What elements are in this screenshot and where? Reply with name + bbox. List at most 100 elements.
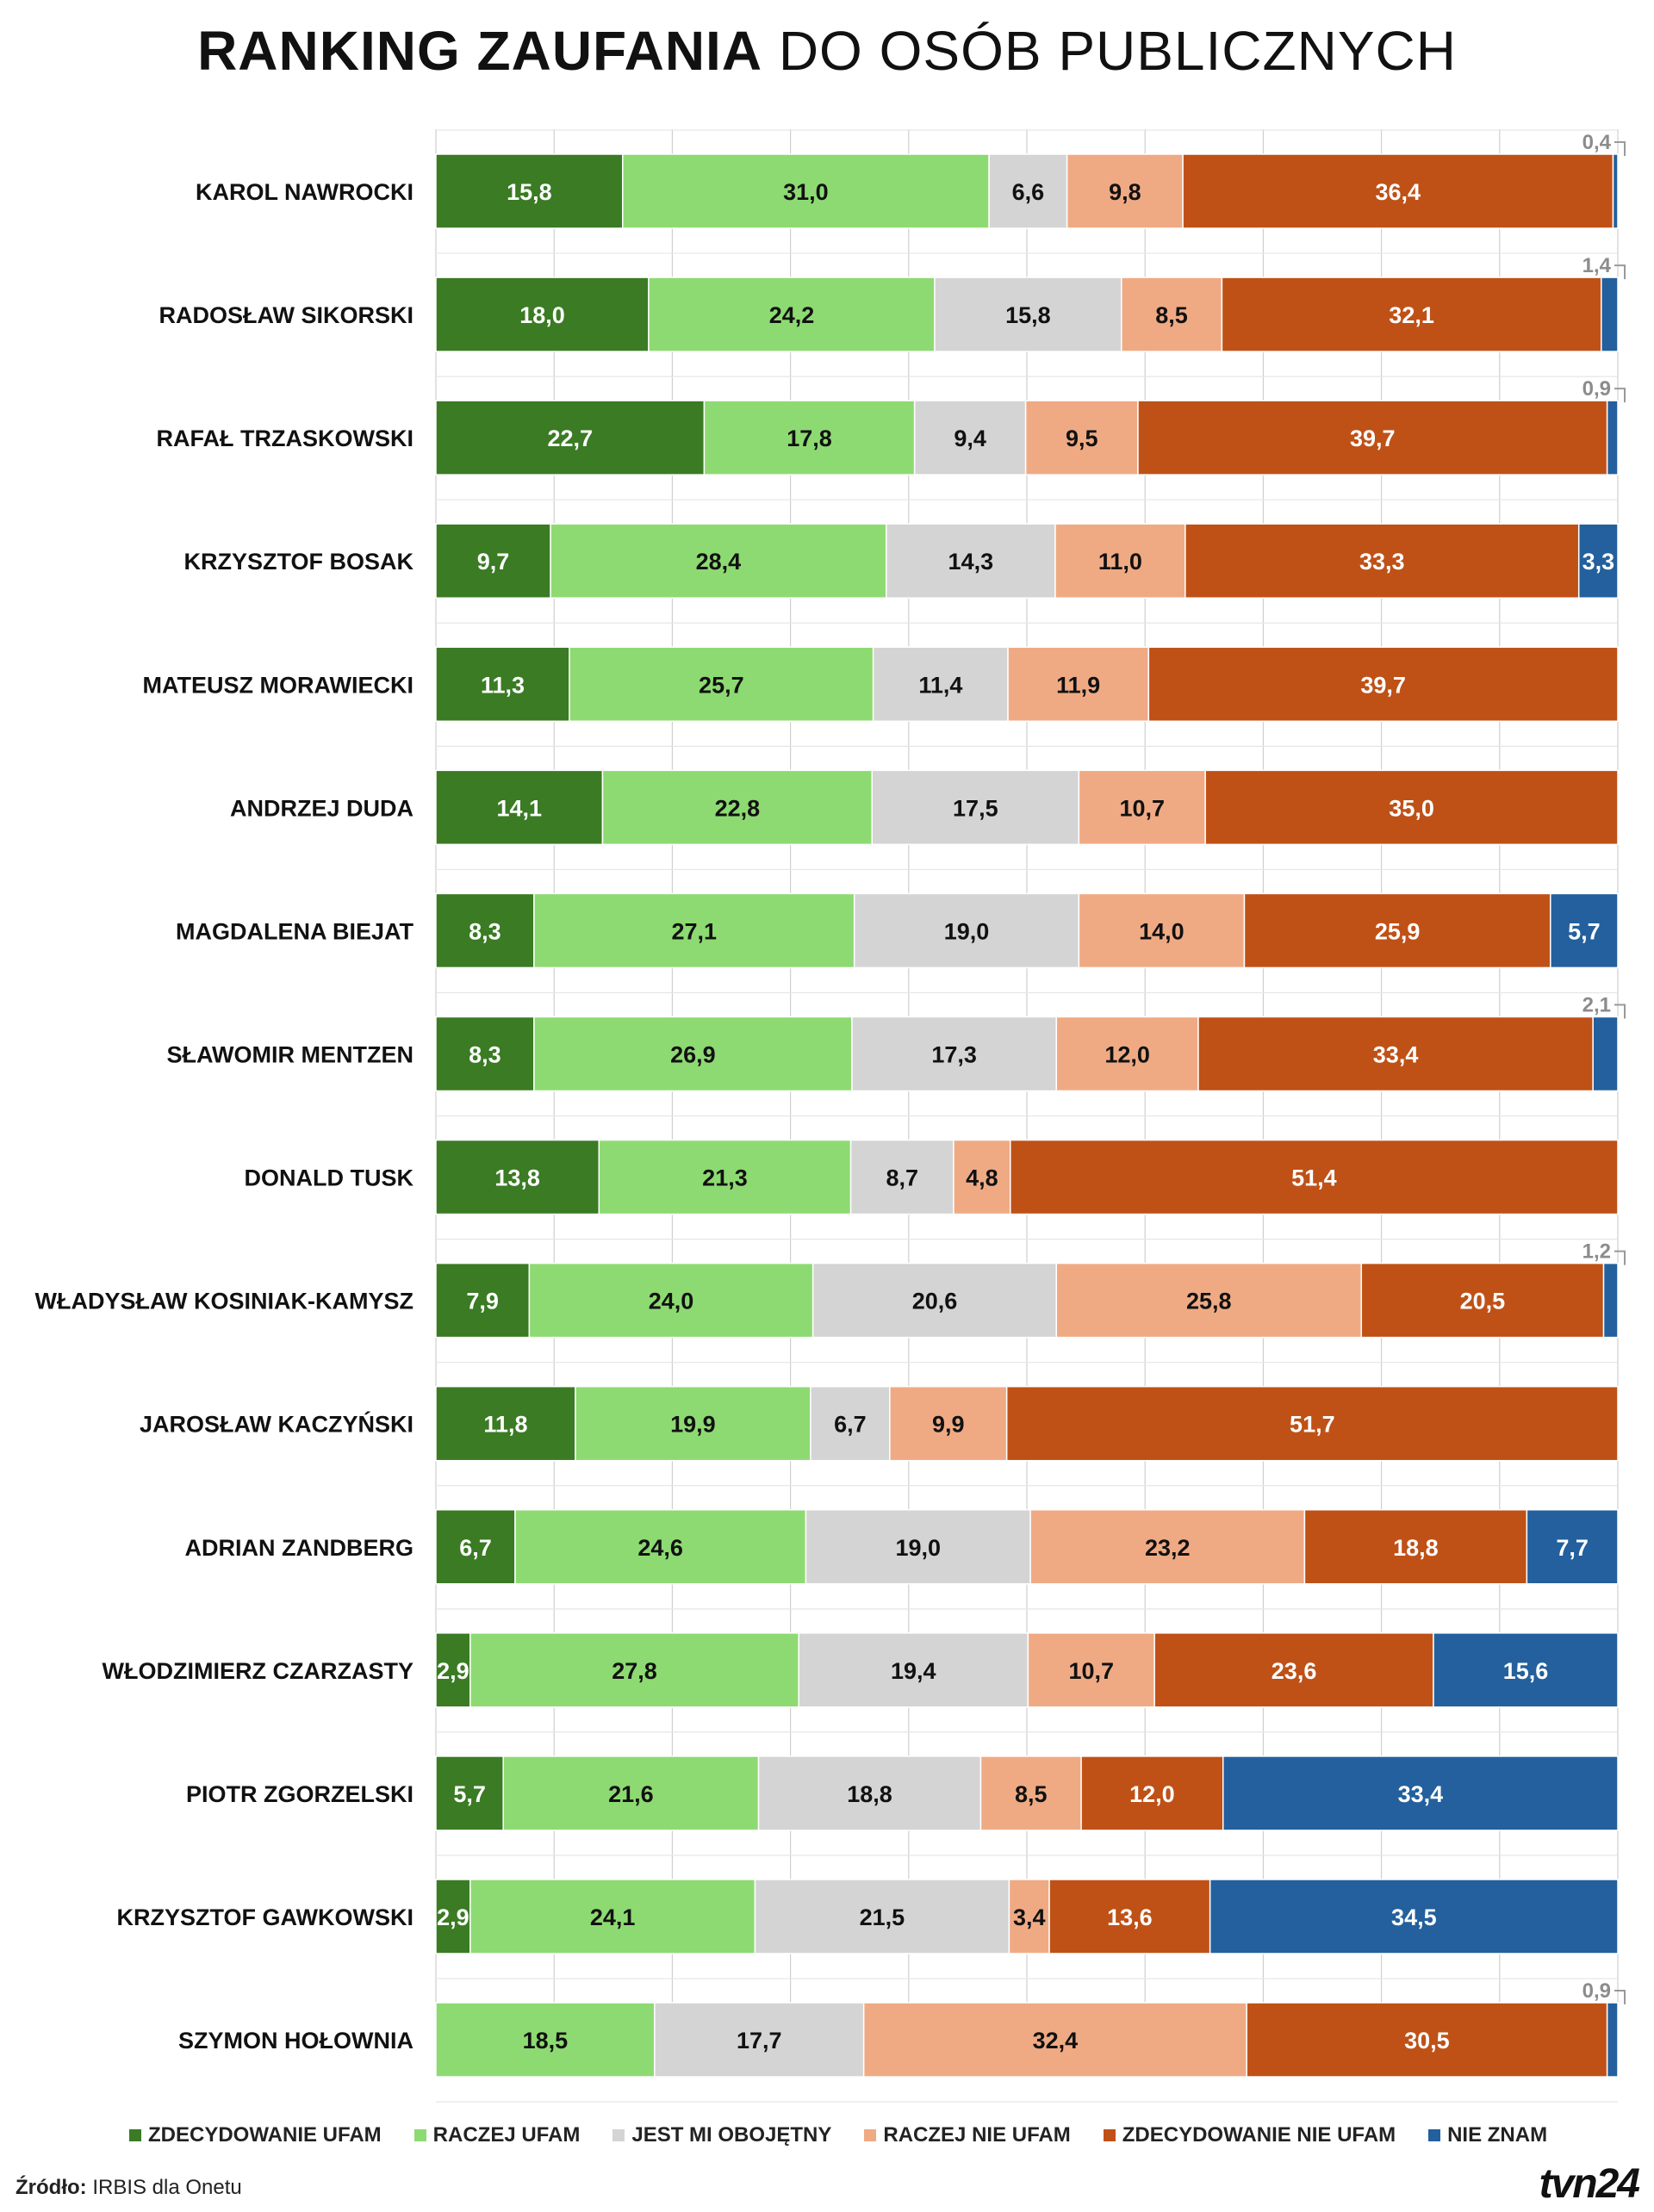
legend-label: RACZEJ UFAM (432, 2123, 581, 2147)
bar-segment (1592, 1016, 1619, 1092)
legend-label: RACZEJ NIE UFAM (883, 2123, 1071, 2147)
source-value: IRBIS dla Onetu (92, 2176, 242, 2199)
stacked-bar-chart: KAROL NAWROCKI 15,8 31,0 6,6 9,8 36,4 0,4 RADOS… (35, 129, 1626, 2103)
bar-segment (1153, 1632, 1434, 1708)
legend-item: ZDECYDOWANIE NIE UFAM (1103, 2123, 1396, 2147)
bar-segment (934, 276, 1122, 352)
bar-value-label: 18,8 (1393, 1535, 1439, 1561)
bar-segment (469, 1632, 799, 1708)
bar-segment (1078, 892, 1246, 969)
bar-value-label: 21,6 (608, 1781, 654, 1807)
bar-segment (1360, 1262, 1605, 1339)
callout-leader (1614, 264, 1626, 280)
bar-segment (435, 523, 551, 599)
bar-segment (1204, 769, 1619, 846)
bar-value-label: 26,9 (670, 1041, 716, 1067)
bar-segment (648, 276, 936, 352)
bar-value-label: 13,8 (494, 1165, 540, 1191)
row-label: SZYMON HOŁOWNIA (178, 2028, 414, 2054)
bar-value-label: 9,8 (1109, 179, 1141, 205)
legend-swatch (612, 2129, 625, 2141)
bar-segment (1246, 2002, 1608, 2078)
bar-segment (569, 646, 874, 723)
bar-value-label: 5,7 (453, 1781, 486, 1807)
bar-value-label: 22,7 (547, 426, 593, 451)
bar-segment (514, 1509, 807, 1585)
bar-segment (1606, 2002, 1619, 2078)
legend-item: ZDECYDOWANIE UFAM (129, 2123, 382, 2147)
row-label: JAROSŁAW KACZYŃSKI (140, 1411, 414, 1438)
bar-value-label: 17,3 (931, 1041, 977, 1067)
bar-segment (805, 1509, 1031, 1585)
bar-value-label: 23,2 (1145, 1535, 1191, 1561)
bar-segment (1027, 1632, 1155, 1708)
legend-item: RACZEJ UFAM (414, 2123, 581, 2147)
bar-segment (528, 1262, 814, 1339)
bar-value-label: 33,3 (1359, 549, 1405, 575)
bar-value-label: 9,7 (477, 549, 510, 575)
bar-segment (1221, 276, 1602, 352)
legend-item: NIE ZNAM (1428, 2123, 1547, 2147)
bar-segment (953, 1139, 1011, 1215)
bar-segment (435, 153, 624, 229)
bar-segment (988, 153, 1068, 229)
row-label: WŁODZIMIERZ CZARZASTY (103, 1658, 414, 1684)
bar-value-label: 17,8 (787, 426, 832, 451)
bar-value-label: 11,8 (483, 1412, 527, 1438)
bar-segment (435, 1509, 516, 1585)
bar-value-label: 18,0 (519, 302, 565, 328)
bar-value-label: 8,3 (469, 1041, 501, 1067)
bar-segment (435, 1879, 471, 1954)
bar-value-label: 36,4 (1376, 179, 1421, 205)
row-label: RAFAŁ TRZASKOWSKI (157, 426, 414, 451)
bar-value-label: 9,9 (932, 1412, 965, 1438)
bar-segment (601, 769, 874, 846)
legend-label: NIE ZNAM (1447, 2123, 1548, 2147)
row-label: MATEUSZ MORAWIECKI (143, 672, 414, 698)
bar-segment (1550, 892, 1619, 969)
bar-value-label: 11,0 (1098, 549, 1142, 575)
bar-segment (810, 1385, 891, 1462)
row-label: DONALD TUSK (245, 1165, 414, 1191)
bar-value-label: 17,7 (737, 2028, 782, 2054)
bar-segment (1209, 1879, 1619, 1954)
bar-value-label: 14,3 (948, 549, 994, 575)
bar-value-label: 39,7 (1350, 426, 1396, 451)
bar-value-label: 21,3 (702, 1165, 748, 1191)
bar-value-label: 11,9 (1056, 672, 1100, 698)
bar-value-label: 24,6 (637, 1535, 683, 1561)
bar-segment (1029, 1509, 1306, 1585)
bar-value-label: 6,7 (834, 1412, 867, 1438)
bar-value-label: 9,4 (954, 426, 986, 451)
bar-value-label: 9,5 (1066, 426, 1098, 451)
bar-value-label: 12,0 (1104, 1041, 1150, 1067)
bar-value-label: 20,5 (1460, 1289, 1506, 1314)
legend-label: ZDECYDOWANIE NIE UFAM (1122, 2123, 1396, 2147)
bar-segment (851, 1016, 1058, 1092)
legend-swatch (864, 2129, 877, 2141)
bar-segment (435, 2002, 656, 2078)
bar-segment (757, 1755, 982, 1831)
bar-segment (703, 400, 916, 475)
bar-value-label: 2,9 (437, 1658, 469, 1684)
legend-swatch (414, 2129, 426, 2141)
bar-value-label: 30,5 (1404, 2028, 1450, 2054)
callout-leader (1614, 1250, 1626, 1265)
bar-value-label: 25,7 (699, 672, 744, 698)
bar-value-label: 39,7 (1360, 672, 1406, 698)
bar-segment (1577, 523, 1619, 599)
bar-value-callout: 0,4 (1582, 131, 1612, 154)
bar-segment (1526, 1509, 1619, 1585)
bar-value-callout: 0,9 (1582, 377, 1611, 401)
bar-segment (1433, 1632, 1619, 1708)
bar-value-label: 18,5 (523, 2028, 569, 2054)
bar-segment (1121, 276, 1223, 352)
bar-segment (913, 400, 1027, 475)
bar-segment (849, 1139, 954, 1215)
bar-value-callout: 1,4 (1582, 254, 1612, 277)
bar-value-label: 33,4 (1373, 1041, 1419, 1067)
legend-swatch (129, 2129, 141, 2141)
bar-value-label: 10,7 (1068, 1658, 1114, 1684)
bar-segment (1078, 769, 1206, 846)
bar-value-label: 8,3 (469, 918, 501, 944)
